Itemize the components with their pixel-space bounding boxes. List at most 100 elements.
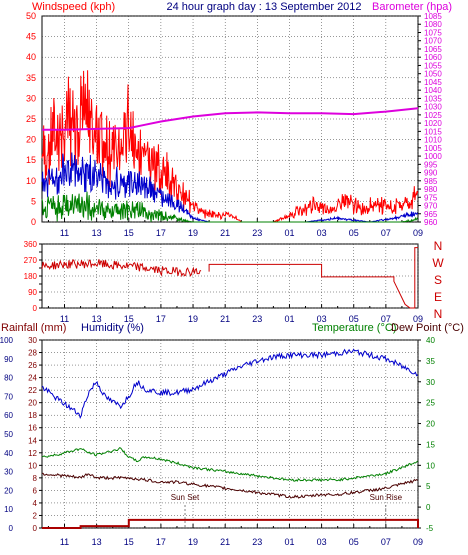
wind-direction-noisy-series bbox=[41, 259, 202, 278]
compass-label: W bbox=[432, 256, 444, 270]
x-tick-label: 07 bbox=[381, 228, 391, 238]
x-tick-label: 17 bbox=[156, 537, 166, 547]
humidity-tick-label: 80 bbox=[4, 374, 13, 383]
barometer-tick-label: 1080 bbox=[424, 20, 442, 29]
temperature-tick-label: 40 bbox=[426, 336, 435, 345]
direction-tick-label: 90 bbox=[28, 288, 37, 297]
rain-tick-label: 12 bbox=[28, 449, 37, 458]
barometer-tick-label: 1055 bbox=[424, 61, 442, 70]
windspeed-tick-label: 50 bbox=[26, 11, 36, 21]
x-tick-label: 11 bbox=[60, 537, 69, 547]
temperature-tick-label: 0 bbox=[426, 503, 431, 512]
x-tick-label: 17 bbox=[156, 228, 166, 238]
barometer-tick-label: 960 bbox=[424, 218, 438, 227]
rain-tick-label: 10 bbox=[28, 461, 37, 470]
barometer-tick-label: 970 bbox=[424, 202, 438, 211]
direction-tick-label: 0 bbox=[33, 304, 38, 313]
temperature-tick-label: 10 bbox=[426, 461, 435, 470]
barometer-tick-label: 965 bbox=[424, 210, 438, 219]
humidity-tick-label: 90 bbox=[4, 355, 13, 364]
humidity-tick-label: 0 bbox=[9, 524, 14, 533]
temperature-tick-label: 20 bbox=[426, 420, 435, 429]
rain-tick-label: 28 bbox=[28, 349, 37, 358]
rain-tick-label: 30 bbox=[28, 336, 37, 345]
x-tick-label: 01 bbox=[284, 228, 294, 238]
compass-label: S bbox=[434, 273, 442, 287]
windspeed-tick-label: 10 bbox=[26, 176, 36, 186]
windspeed-tick-label: 25 bbox=[26, 114, 36, 124]
barometer-tick-label: 1065 bbox=[424, 45, 442, 54]
x-tick-label: 19 bbox=[188, 537, 198, 547]
humidity-tick-label: 70 bbox=[4, 392, 13, 401]
x-tick-label: 05 bbox=[349, 228, 359, 238]
barometer-tick-label: 1025 bbox=[424, 111, 442, 120]
dew-point-series bbox=[41, 472, 418, 499]
windspeed-tick-label: 0 bbox=[31, 217, 36, 227]
barometer-axis-label: Barometer (hpa) bbox=[372, 1, 452, 13]
barometer-tick-label: 1000 bbox=[424, 152, 442, 161]
direction-tick-label: 270 bbox=[24, 256, 38, 265]
humidity-series bbox=[41, 348, 418, 420]
barometer-tick-label: 1085 bbox=[424, 12, 442, 21]
x-tick-label: 21 bbox=[220, 314, 230, 324]
x-tick-label: 09 bbox=[413, 228, 423, 238]
rain-humidity-temperature-plot: 0102030405060708090100024681012141618202… bbox=[0, 336, 435, 547]
humidity-tick-label: 100 bbox=[0, 336, 14, 345]
x-tick-label: 03 bbox=[317, 537, 327, 547]
barometer-tick-label: 1005 bbox=[424, 144, 442, 153]
barometer-tick-label: 975 bbox=[424, 193, 438, 202]
rain-tick-label: 26 bbox=[28, 361, 37, 370]
x-tick-label: 07 bbox=[381, 537, 391, 547]
x-tick-label: 09 bbox=[413, 537, 423, 547]
rain-tick-label: 2 bbox=[33, 511, 38, 520]
x-tick-label: 05 bbox=[349, 537, 359, 547]
temperature-tick-label: 25 bbox=[426, 399, 435, 408]
direction-panel-frame bbox=[41, 243, 419, 309]
rain-tick-label: 18 bbox=[28, 411, 37, 420]
barometer-tick-label: 1040 bbox=[424, 86, 442, 95]
x-tick-label: 15 bbox=[124, 537, 134, 547]
x-tick-label: 23 bbox=[252, 228, 262, 238]
temperature-tick-label: 15 bbox=[426, 440, 435, 449]
x-tick-label: 13 bbox=[92, 314, 102, 324]
humidity-tick-label: 10 bbox=[4, 505, 13, 514]
rainfall-series bbox=[42, 518, 419, 529]
humidity-tick-label: 30 bbox=[4, 468, 13, 477]
windspeed-tick-label: 40 bbox=[26, 52, 36, 62]
weather-panel-frame bbox=[41, 339, 419, 529]
direction-tick-label: 360 bbox=[24, 240, 38, 249]
x-tick-label: 11 bbox=[60, 228, 69, 238]
windspeed-tick-label: 20 bbox=[26, 135, 36, 145]
barometer-tick-label: 1060 bbox=[424, 53, 442, 62]
rainfall-axis-label: Rainfall (mm) bbox=[1, 322, 66, 334]
windspeed-tick-label: 5 bbox=[31, 196, 36, 206]
temperature-tick-label: 5 bbox=[426, 482, 431, 491]
barometer-tick-label: 1030 bbox=[424, 103, 442, 112]
x-tick-label: 17 bbox=[156, 314, 166, 324]
barometer-series bbox=[42, 107, 419, 131]
humidity-axis-label: Humidity (%) bbox=[81, 322, 144, 334]
barometer-tick-label: 985 bbox=[424, 177, 438, 186]
temperature-tick-label: 30 bbox=[426, 378, 435, 387]
barometer-tick-label: 1045 bbox=[424, 78, 442, 87]
rain-tick-label: 14 bbox=[28, 436, 37, 445]
temperature-tick-label: 35 bbox=[426, 357, 435, 366]
humidity-tick-label: 40 bbox=[4, 449, 13, 458]
x-tick-label: 09 bbox=[413, 314, 423, 324]
x-tick-label: 05 bbox=[349, 314, 359, 324]
x-tick-label: 23 bbox=[252, 314, 262, 324]
barometer-tick-label: 1075 bbox=[424, 28, 442, 37]
x-tick-label: 03 bbox=[317, 314, 327, 324]
rain-tick-label: 6 bbox=[33, 486, 38, 495]
temperature-tick-label: -5 bbox=[426, 524, 434, 533]
sun-event-label: Sun Set bbox=[171, 493, 200, 502]
x-tick-label: 03 bbox=[317, 228, 327, 238]
windspeed-tick-label: 45 bbox=[26, 32, 36, 42]
rain-tick-label: 4 bbox=[33, 499, 38, 508]
barometer-tick-label: 1015 bbox=[424, 127, 442, 136]
windspeed-tick-label: 35 bbox=[26, 73, 36, 83]
windspeed-tick-label: 30 bbox=[26, 93, 36, 103]
barometer-tick-label: 1010 bbox=[424, 136, 442, 145]
humidity-tick-label: 50 bbox=[4, 430, 13, 439]
